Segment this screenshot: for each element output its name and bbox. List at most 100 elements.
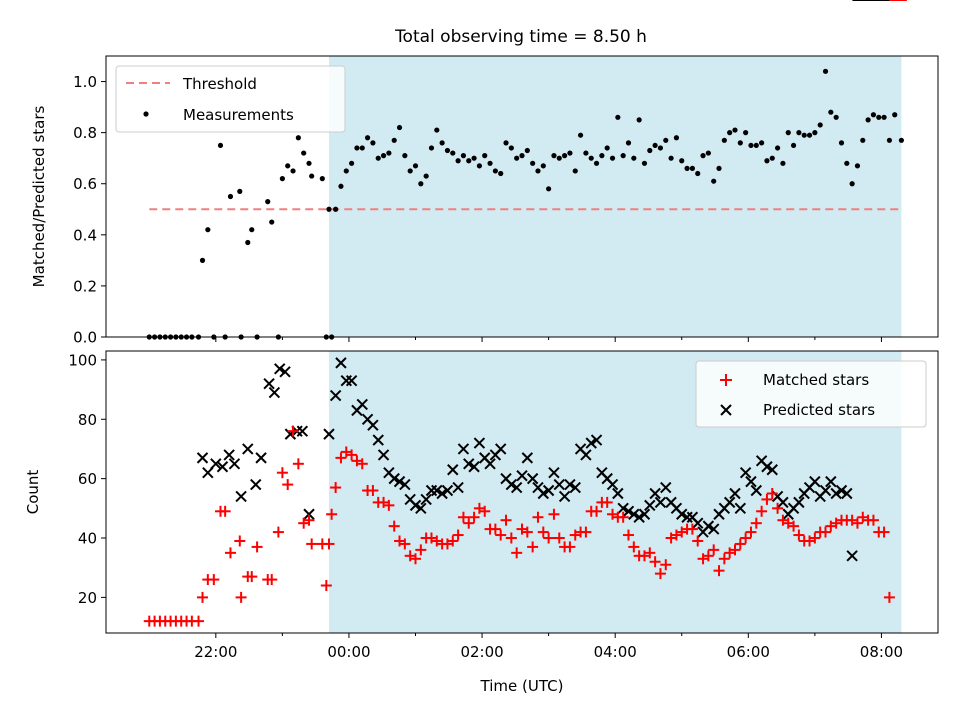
matched-star-point (323, 538, 335, 550)
top-legend: Threshold Measurements (115, 65, 346, 133)
measurement-point (732, 127, 738, 133)
matched-star-point (208, 574, 220, 586)
matched-star-point (383, 499, 395, 511)
measurement-point (572, 168, 578, 174)
matched-star-point (628, 541, 640, 553)
top-observing-interval-shade (328, 56, 902, 337)
bottom-legend-box (695, 360, 927, 428)
matched-star-point (766, 487, 778, 499)
matched-star-point (266, 574, 278, 586)
measurement-point (333, 206, 339, 212)
matched-star-point (686, 523, 698, 535)
predicted-star-point (441, 484, 454, 497)
measurement-point (359, 145, 365, 151)
matched-star-point (740, 532, 752, 544)
predicted-star-point (431, 484, 443, 497)
measurement-point (245, 239, 251, 246)
y-tick-label: 0.0 (73, 329, 97, 347)
matched-star-point (251, 541, 263, 553)
matched-star-point (564, 541, 576, 553)
matched-star-point (692, 535, 704, 547)
measurement-point (593, 160, 600, 166)
top-y-ticks: 0.0 0.2 0.4 0.6 0.8 1.0 (73, 73, 106, 347)
predicted-star-point (676, 508, 688, 520)
y-tick-label: 100 (68, 351, 97, 369)
matched-star-point (457, 511, 469, 523)
measurement-point (774, 145, 781, 151)
matched-star-point (356, 458, 368, 470)
matched-star-point (468, 511, 480, 523)
predicted-star-point (526, 472, 539, 485)
measurement-point (290, 168, 296, 174)
measurement-point (295, 135, 301, 141)
measurement-point (519, 153, 525, 159)
measurement-point (785, 130, 791, 136)
measurement-point (663, 137, 669, 143)
matched-star-point (644, 547, 656, 559)
measurement-point (386, 150, 392, 156)
x-tick-label: 00:00 (327, 643, 370, 661)
measurement-point (876, 114, 882, 120)
measurement-point (524, 147, 530, 154)
matched-star-point (708, 544, 720, 556)
top-panel: 0.0 0.2 0.4 0.6 0.8 1.0 Matched/Predicted sta… (30, 55, 939, 347)
measurement-point (615, 114, 621, 120)
predicted-star-point (606, 478, 619, 491)
predicted-star-point (622, 505, 635, 518)
measurement-point (306, 160, 312, 166)
measurement-point (265, 199, 271, 205)
measurement-point (668, 155, 674, 161)
predicted-star-point (250, 478, 262, 491)
predicted-star-point (436, 487, 448, 500)
measurement-point (620, 153, 626, 159)
predicted-star-point (521, 452, 534, 464)
measurement-point (326, 206, 332, 212)
matched-star-point (224, 547, 236, 559)
predicted-star-point (723, 496, 736, 509)
predicted-star-point (202, 466, 214, 479)
matched-star-point (820, 526, 832, 538)
matched-star-point (649, 556, 661, 568)
matched-star-point (521, 526, 533, 538)
predicted-star-point (473, 437, 486, 449)
predicted-star-point (235, 490, 247, 503)
measurement-point (790, 142, 797, 149)
measurement-point (657, 145, 664, 151)
matched-star-point (303, 514, 315, 526)
measurement-point (551, 153, 557, 159)
predicted-star-point (750, 484, 762, 497)
predicted-star-point (399, 478, 411, 491)
measurement-point (487, 160, 493, 166)
measurement-point (498, 170, 504, 177)
predicted-star-point (356, 398, 368, 411)
measurement-point (546, 186, 552, 192)
predicted-star-point (707, 523, 720, 535)
measurement-point (460, 153, 467, 159)
legend-threshold-label: Threshold (182, 75, 257, 93)
bottom-axes-frame (105, 350, 939, 634)
matched-star-point (335, 452, 347, 464)
predicted-star-point (644, 499, 656, 512)
x-tick-label: 08:00 (860, 643, 903, 661)
matched-star-point (713, 565, 725, 577)
predicted-star-point (296, 425, 309, 437)
matched-star-point (447, 535, 459, 547)
measurement-point (652, 142, 658, 149)
predicted-star-point (196, 452, 209, 464)
predicted-star-point (729, 487, 741, 500)
y-tick-label: 0.6 (73, 175, 97, 193)
measurement-point (673, 135, 680, 141)
matched-star-point (511, 547, 523, 559)
x-axis-label: Time (UTC) (480, 677, 564, 695)
figure-title: Total observing time = 8.50 h (394, 27, 647, 47)
predicted-star-point (542, 484, 555, 497)
bottom-y-ticks: 20 40 60 80 100 (68, 351, 106, 607)
predicted-star-point (484, 458, 496, 470)
measurement-point (764, 158, 770, 164)
matched-star-point (346, 449, 358, 461)
measurement-point (609, 155, 616, 161)
measurement-point (370, 140, 376, 146)
predicted-star-point (654, 496, 667, 509)
legend-matched-swatch (720, 374, 732, 386)
